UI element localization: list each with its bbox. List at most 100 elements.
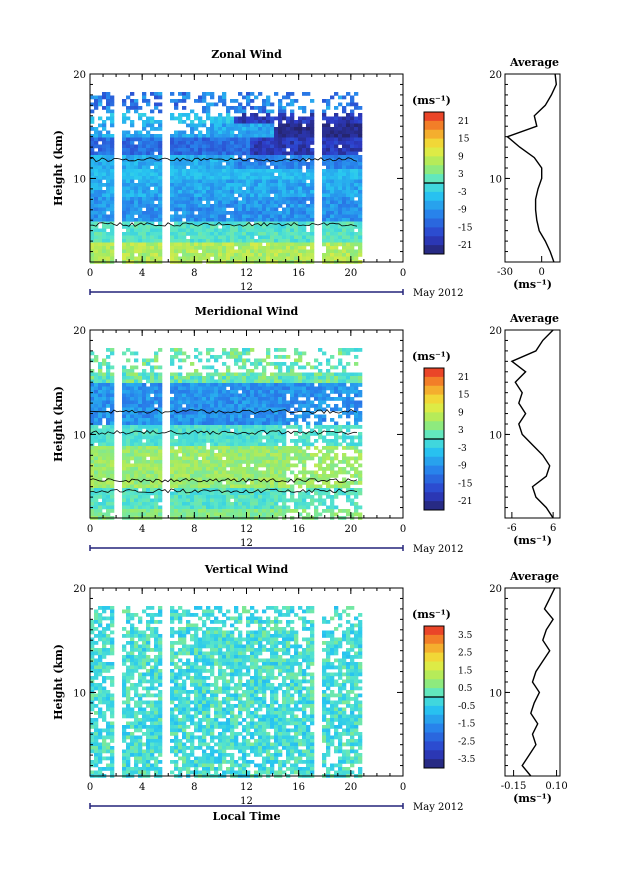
heatmap-cell [282, 512, 287, 517]
heatmap-cell [126, 218, 131, 222]
heatmap-cell [126, 393, 131, 398]
heatmap-cell [218, 498, 223, 503]
heatmap-cell [294, 393, 299, 398]
heatmap-cell [158, 365, 163, 370]
heatmap-cell [214, 165, 219, 170]
heatmap-cell [130, 449, 135, 454]
heatmap-cell [210, 186, 215, 191]
heatmap-cell [298, 183, 303, 187]
heatmap-cell [306, 397, 311, 401]
heatmap-cell [354, 225, 359, 229]
heatmap-cell [178, 460, 183, 464]
heatmap-cell [94, 256, 99, 261]
heatmap-cell [274, 200, 279, 205]
heatmap-cell [222, 253, 227, 257]
heatmap-cell [198, 228, 203, 233]
heatmap-cell [222, 477, 227, 482]
heatmap-cell [278, 137, 283, 142]
heatmap-cell [202, 470, 207, 475]
colorbar-segment [424, 129, 444, 140]
heatmap-cell [190, 228, 195, 233]
heatmap-cell [278, 218, 283, 222]
heatmap-cell [174, 225, 179, 229]
heatmap-cell [354, 116, 359, 121]
heatmap-cell [190, 470, 195, 475]
heatmap-cell [230, 232, 235, 236]
heatmap-cell [122, 509, 127, 513]
heatmap-cell [238, 400, 243, 405]
heatmap-cell [178, 155, 183, 159]
heatmap-cell [110, 137, 115, 142]
heatmap-cell [242, 351, 247, 356]
heatmap-cell [122, 383, 127, 387]
heatmap-cell [338, 127, 343, 131]
heatmap-cell [106, 425, 111, 429]
heatmap-cell [270, 400, 275, 405]
heatmap-cell [298, 249, 303, 254]
heatmap-cell [258, 186, 263, 191]
heatmap-cell [106, 155, 111, 159]
heatmap-cell [350, 218, 355, 222]
heatmap-cell [246, 442, 251, 447]
heatmap-cell [98, 151, 103, 156]
heatmap-cell [338, 239, 343, 243]
heatmap-cell [222, 460, 227, 464]
heatmap-cell [130, 235, 135, 240]
heatmap-cell [302, 183, 307, 187]
heatmap-cell [98, 204, 103, 208]
heatmap-cell [322, 256, 327, 261]
heatmap-cell [154, 425, 159, 429]
heatmap-cell [230, 183, 235, 187]
heatmap-cell [258, 393, 263, 398]
heatmap-cell [154, 141, 159, 145]
heatmap-cell [142, 144, 147, 149]
heatmap-cell [182, 512, 187, 517]
heatmap-cell [270, 214, 275, 219]
heatmap-cell [234, 218, 239, 222]
heatmap-cell [322, 137, 327, 142]
colorbar-segment [424, 183, 444, 193]
heatmap-cell [134, 418, 139, 422]
heatmap-cell [290, 376, 295, 380]
heatmap-cell [126, 179, 131, 184]
heatmap-cell [122, 141, 127, 145]
heatmap-cell [158, 197, 163, 201]
heatmap-cell [278, 253, 283, 257]
heatmap-cell [186, 253, 191, 257]
heatmap-cell [298, 207, 303, 212]
heatmap-cell [214, 183, 219, 187]
heatmap-cell [346, 204, 351, 208]
heatmap-cell [222, 197, 227, 201]
heatmap-cell [222, 176, 227, 180]
heatmap-cell [182, 491, 187, 496]
heatmap-cell [242, 169, 247, 173]
heatmap-cell [130, 106, 135, 110]
heatmap-cell [254, 404, 259, 408]
heatmap-cell [202, 211, 207, 215]
heatmap-cell [274, 498, 279, 503]
heatmap-cell [350, 179, 355, 184]
heatmap-cell [286, 467, 291, 471]
heatmap-cell [298, 190, 303, 194]
heatmap-cell [98, 155, 103, 159]
heatmap-cell [230, 446, 235, 450]
heatmap-cell [202, 456, 207, 461]
heatmap-cell [278, 509, 283, 513]
heatmap-cell [98, 228, 103, 233]
heatmap-cell [242, 253, 247, 257]
heatmap-cell [242, 502, 247, 506]
heatmap-cell [130, 414, 135, 419]
heatmap-cell [134, 442, 139, 447]
heatmap-cell [94, 211, 99, 215]
heatmap-cell [250, 460, 255, 464]
heatmap-cell [254, 249, 259, 254]
heatmap-cell [122, 256, 127, 261]
heatmap-cell [294, 256, 299, 261]
heatmap-cell [274, 348, 279, 352]
heatmap-cell [154, 144, 159, 149]
heatmap-cell [330, 256, 335, 261]
heatmap-cell [202, 379, 207, 384]
heatmap-cell [242, 484, 247, 489]
heatmap-cell [130, 144, 135, 149]
heatmap-cell [178, 207, 183, 212]
